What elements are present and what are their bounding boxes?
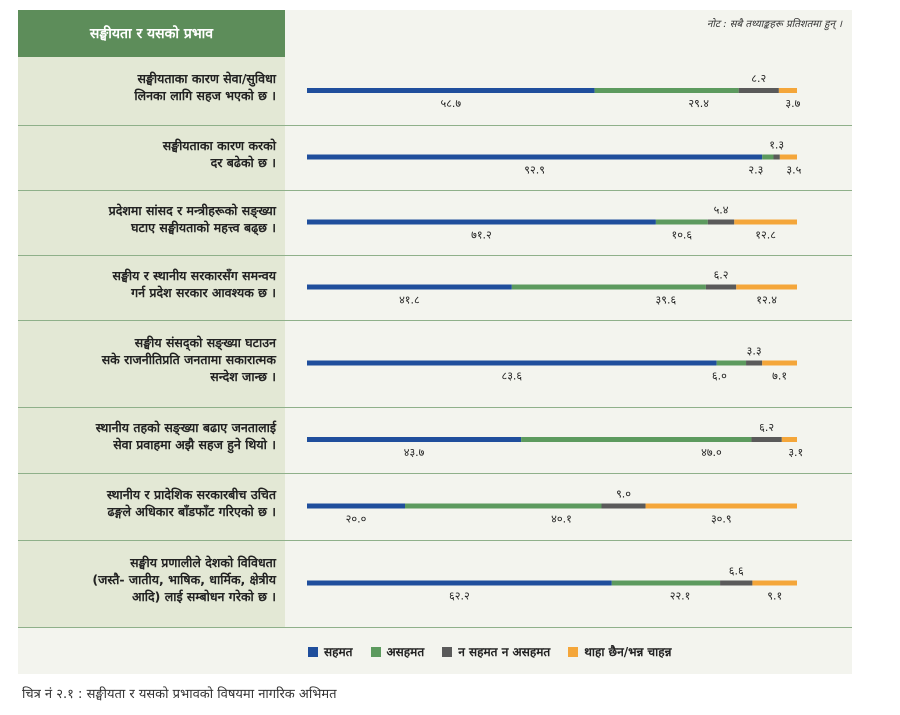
bar-segment <box>762 154 774 160</box>
value-label: ३.१ <box>788 446 803 459</box>
value-label: ९२.९ <box>524 164 545 177</box>
bar-segment <box>716 360 747 366</box>
row-label: सङ्घीयताका कारण सेवा/सुविधा लिनका लागि स… <box>134 71 276 103</box>
value-label: ६.६ <box>729 565 744 578</box>
legend-swatch <box>568 646 579 657</box>
bar-segment <box>781 437 797 442</box>
note-text: नोट : सबै तथ्याङ्कहरू प्रतिशतमा हुन् । <box>706 19 842 30</box>
bar-segment <box>511 284 706 290</box>
row-label: सङ्घीय संसद्को सङ्ख्या घटाउन सके राजनीति… <box>101 335 276 384</box>
row-label: स्थानीय र प्रादेशिक सरकारबीच उचित ढङ्गले… <box>106 486 276 519</box>
row-separator <box>18 627 852 628</box>
value-label: २९.४ <box>688 97 709 110</box>
value-label: ३.३ <box>747 345 762 358</box>
bar-segment <box>307 437 522 442</box>
legend-label: सहमत <box>324 645 353 659</box>
bar-segment <box>762 360 797 366</box>
value-label: ४१.८ <box>399 294 420 307</box>
value-label: २.३ <box>748 164 763 177</box>
bar-segment <box>601 503 646 509</box>
bar-segment <box>307 503 405 509</box>
legend-item: थाहा छैन/भन्न चाहन्न <box>568 643 672 660</box>
value-label: ९.० <box>616 488 631 501</box>
value-label: ६.० <box>712 370 727 383</box>
value-label: ६.२ <box>714 269 729 282</box>
legend-label: असहमत <box>386 645 425 659</box>
bar-segment <box>752 580 797 586</box>
bar-segment <box>594 88 739 93</box>
bar-segment <box>307 219 656 225</box>
bar-segment <box>307 88 595 93</box>
value-label: २२.१ <box>670 590 691 603</box>
value-label: १.३ <box>769 139 784 152</box>
value-label: ३०.९ <box>711 513 732 526</box>
row-label: स्थानीय तहको सङ्ख्या बढाए जनतालाई सेवा प… <box>95 420 276 452</box>
figure-caption: चित्र नं २.१ : सङ्घीयता र यसको प्रभावको … <box>22 687 337 702</box>
bar-segment <box>521 437 752 442</box>
row-separator <box>18 320 852 321</box>
row-separator <box>18 255 852 256</box>
legend-swatch <box>308 646 318 657</box>
legend-item: सहमत <box>308 643 353 660</box>
value-label: ५.४ <box>714 204 729 217</box>
value-label: ३९.६ <box>656 294 677 307</box>
value-label: ८.२ <box>751 72 766 85</box>
row-separator <box>18 125 852 126</box>
value-label: ४०.१ <box>551 513 572 526</box>
bar-segment <box>705 284 737 290</box>
value-label: ३.७ <box>785 97 800 110</box>
bar-segment <box>307 580 612 586</box>
row-label: सङ्घीयताका कारण करको दर बढेको छ । <box>162 137 276 170</box>
bar-segment <box>738 88 779 93</box>
row-separator <box>18 473 852 474</box>
value-label: ७.१ <box>772 370 787 383</box>
legend-item: न सहमत न असहमत <box>442 643 550 660</box>
bar-segment <box>751 437 782 442</box>
bar-segment <box>655 219 708 225</box>
bar-segment <box>307 154 763 160</box>
bar-segment <box>778 88 797 93</box>
bar-segment <box>720 580 753 586</box>
chart-header: सङ्घीयता र यसको प्रभाव <box>18 10 285 57</box>
value-label: ७१.२ <box>471 229 492 242</box>
value-label: १२.४ <box>756 294 777 307</box>
value-label: १०.६ <box>671 229 692 242</box>
legend: सहमत असहमत न सहमत न असहमत थाहा छैन/भन्न चाह… <box>308 643 672 660</box>
value-label: ४३.७ <box>404 446 425 459</box>
legend-label: न सहमत न असहमत <box>458 645 551 659</box>
value-label: ६२.२ <box>449 590 470 603</box>
chart-header-title: सङ्घीयता र यसको प्रभाव <box>89 26 214 42</box>
value-label: ६.२ <box>759 421 774 434</box>
row-label: सङ्घीय र स्थानीय सरकारसँग समन्वय गर्न प्… <box>112 267 277 300</box>
bar-segment <box>736 284 797 290</box>
bar-segment <box>645 503 797 509</box>
bar-segment <box>734 219 797 225</box>
bar-segment <box>405 503 602 509</box>
row-label: प्रदेशमा सांसद र मन्त्रीहरूको सङ्ख्या घट… <box>108 202 276 235</box>
bar-segment <box>746 360 763 366</box>
row-separator <box>18 407 852 408</box>
legend-item: असहमत <box>370 643 425 660</box>
bar-segment <box>773 154 780 160</box>
bar-segment <box>707 219 735 225</box>
row-label: सङ्घीय प्रणालीले देशको विविधता (जस्तै- ज… <box>92 555 276 604</box>
legend-label: थाहा छैन/भन्न चाहन्न <box>584 645 672 659</box>
value-label: ३.५ <box>786 164 801 177</box>
value-label: ५८.७ <box>440 97 461 110</box>
value-label: ४७.० <box>701 446 722 459</box>
value-label: ८३.६ <box>501 370 522 383</box>
label-column <box>18 57 285 627</box>
row-separator <box>18 190 852 191</box>
bar-segment <box>307 360 717 366</box>
legend-swatch <box>370 646 381 657</box>
legend-swatch <box>442 646 453 657</box>
row-separator <box>18 540 852 541</box>
bar-segment <box>611 580 721 586</box>
bar-segment <box>307 284 512 290</box>
value-label: १२.८ <box>755 229 776 242</box>
bar-segment <box>779 154 797 160</box>
value-label: २०.० <box>346 513 367 526</box>
value-label: ९.१ <box>767 590 782 603</box>
